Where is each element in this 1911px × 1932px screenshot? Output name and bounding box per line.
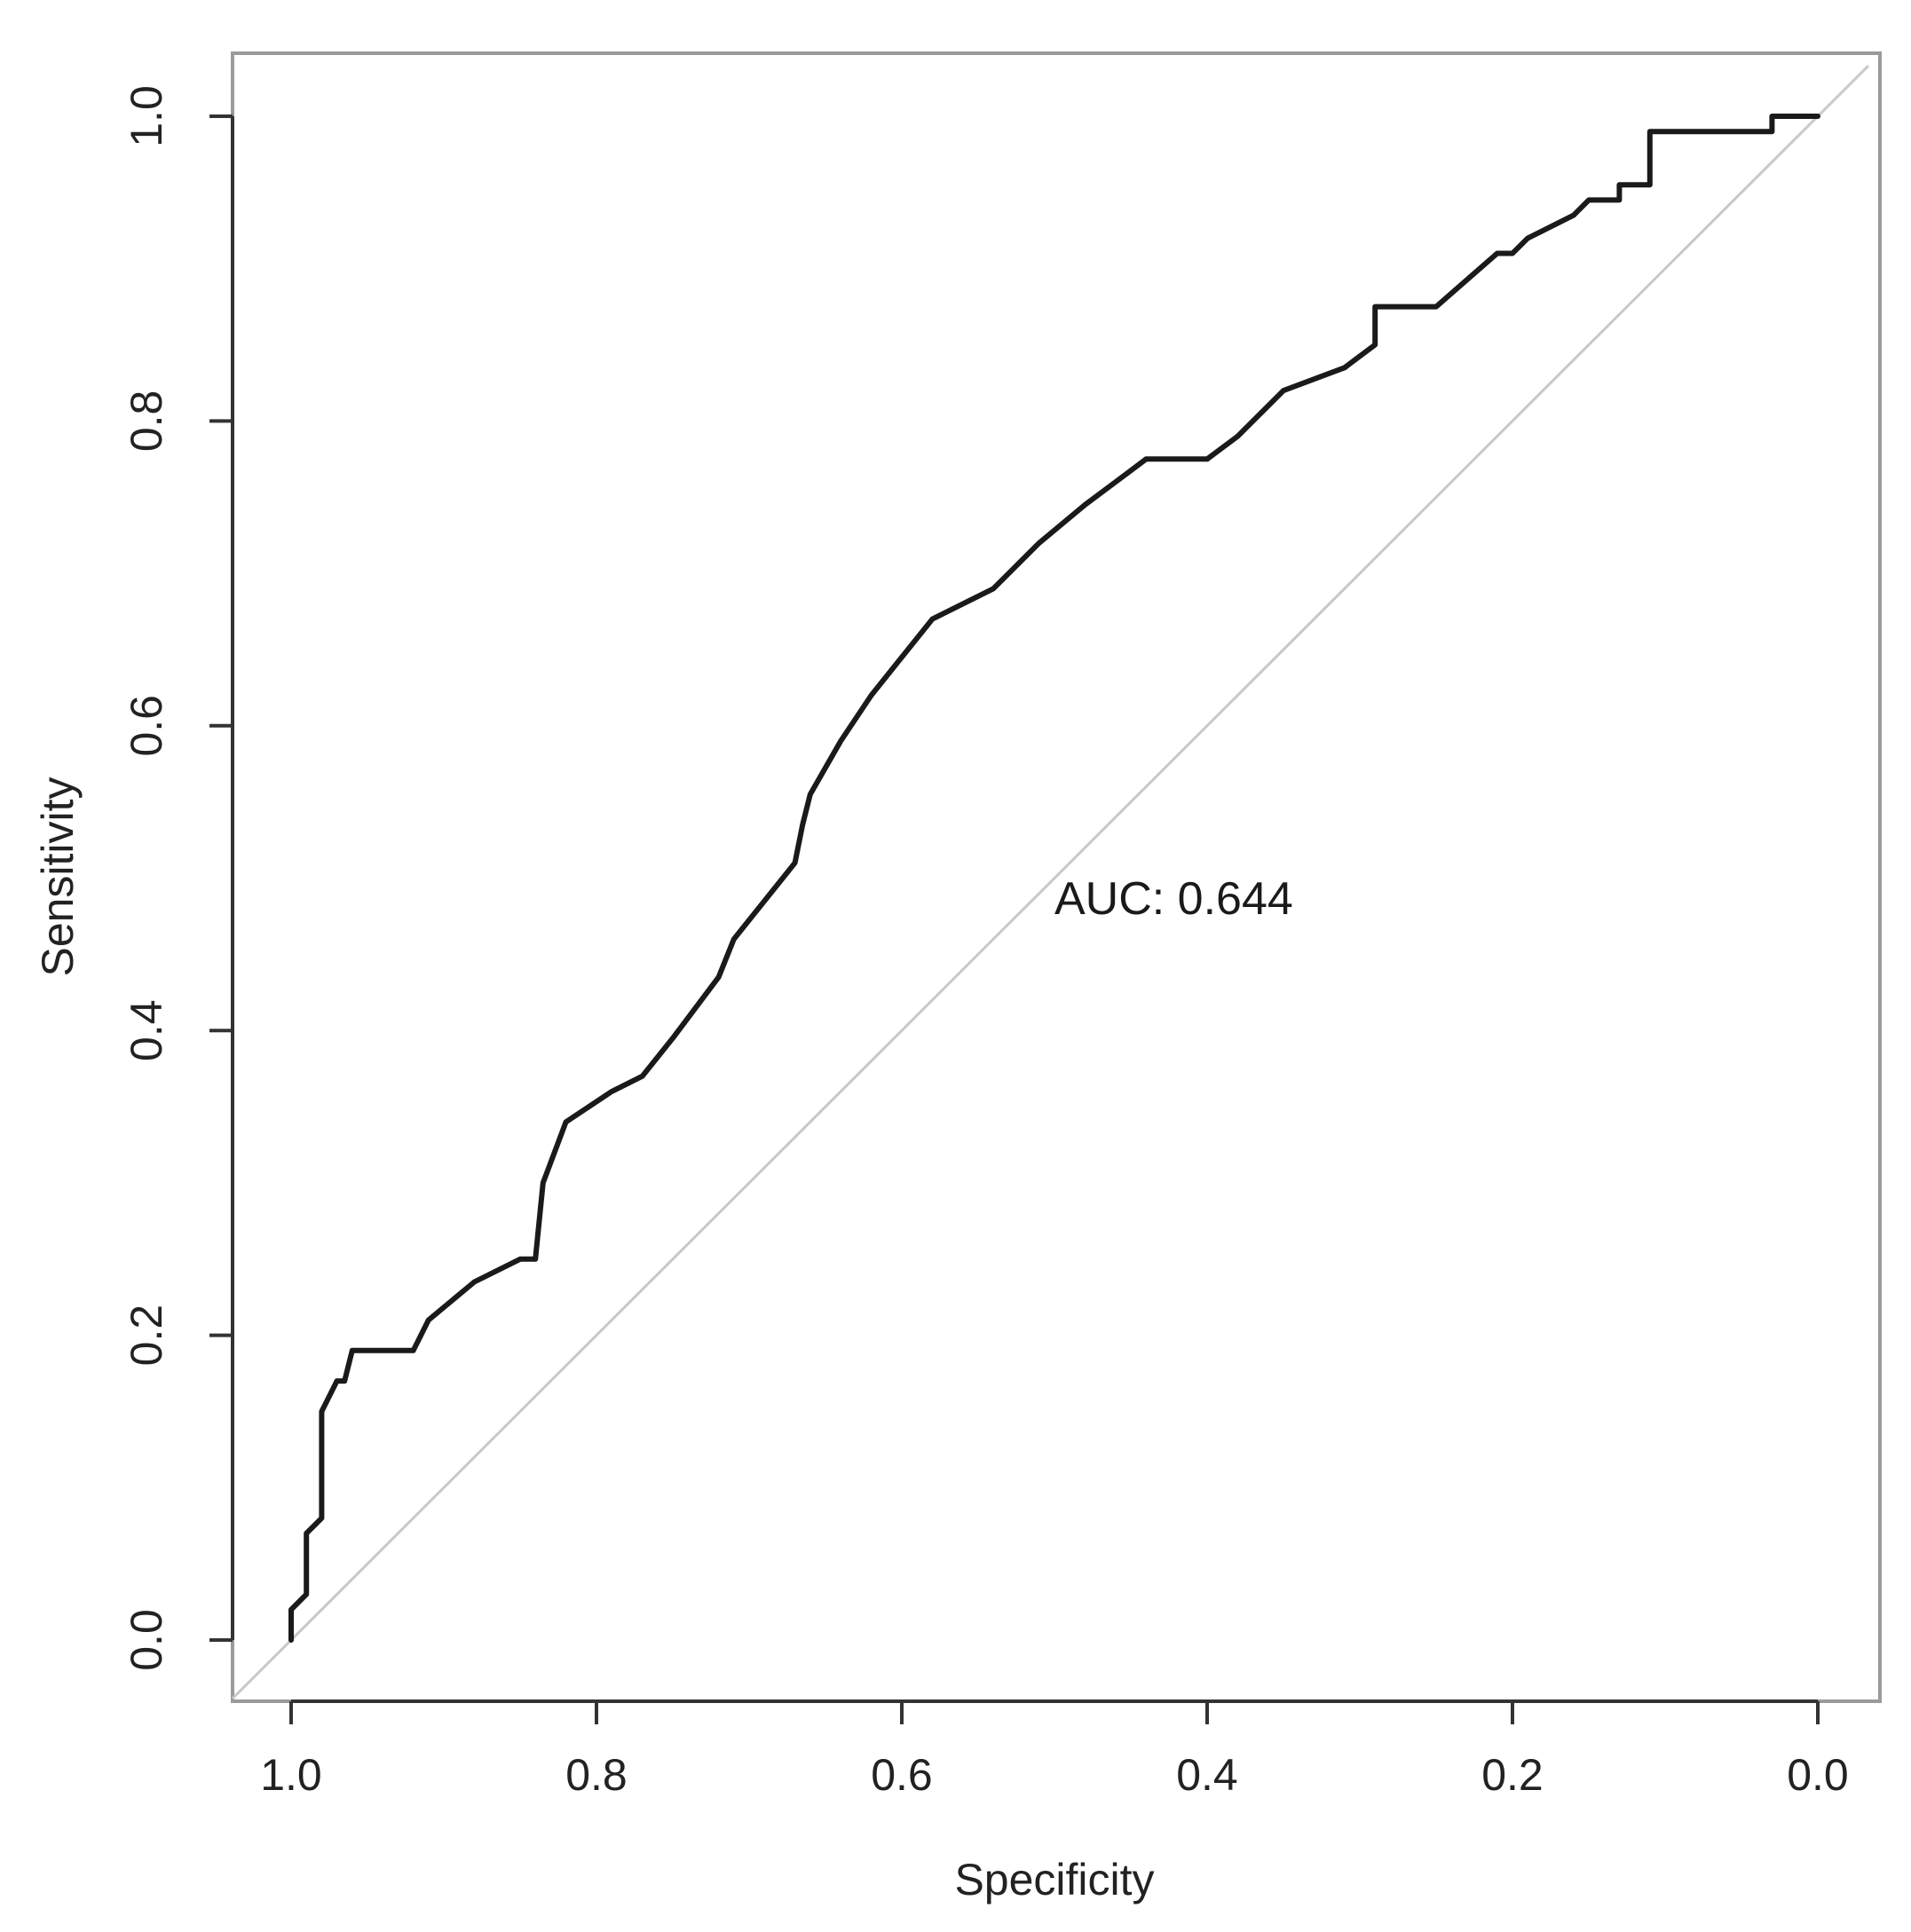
y-tick-label: 0.0 — [122, 1609, 171, 1671]
x-tick-label: 0.6 — [871, 1750, 933, 1800]
x-axis-ticks: 1.0 0.8 0.6 0.4 0.2 0.0 — [260, 1701, 1849, 1800]
roc-curve-line — [288, 114, 1820, 1643]
auc-annotation: AUC: 0.644 — [1054, 873, 1293, 925]
y-tick-label: 0.2 — [122, 1305, 171, 1367]
x-tick-label: 0.4 — [1176, 1750, 1238, 1800]
x-tick-label: 0.0 — [1787, 1750, 1849, 1800]
y-axis-ticks: 0.0 0.2 0.4 0.6 0.8 1.0 — [122, 85, 233, 1671]
y-tick-label: 0.4 — [122, 999, 171, 1061]
y-tick-label: 0.6 — [122, 695, 171, 757]
y-axis-title: Sensitivity — [33, 777, 83, 976]
reference-diagonal-line — [231, 65, 1870, 1699]
x-tick-label: 1.0 — [260, 1750, 322, 1800]
x-axis-title: Specificity — [954, 1855, 1154, 1904]
x-tick-label: 0.8 — [565, 1750, 628, 1800]
y-tick-label: 0.8 — [122, 390, 171, 453]
y-tick-label: 1.0 — [122, 85, 171, 147]
x-tick-label: 0.2 — [1481, 1750, 1544, 1800]
